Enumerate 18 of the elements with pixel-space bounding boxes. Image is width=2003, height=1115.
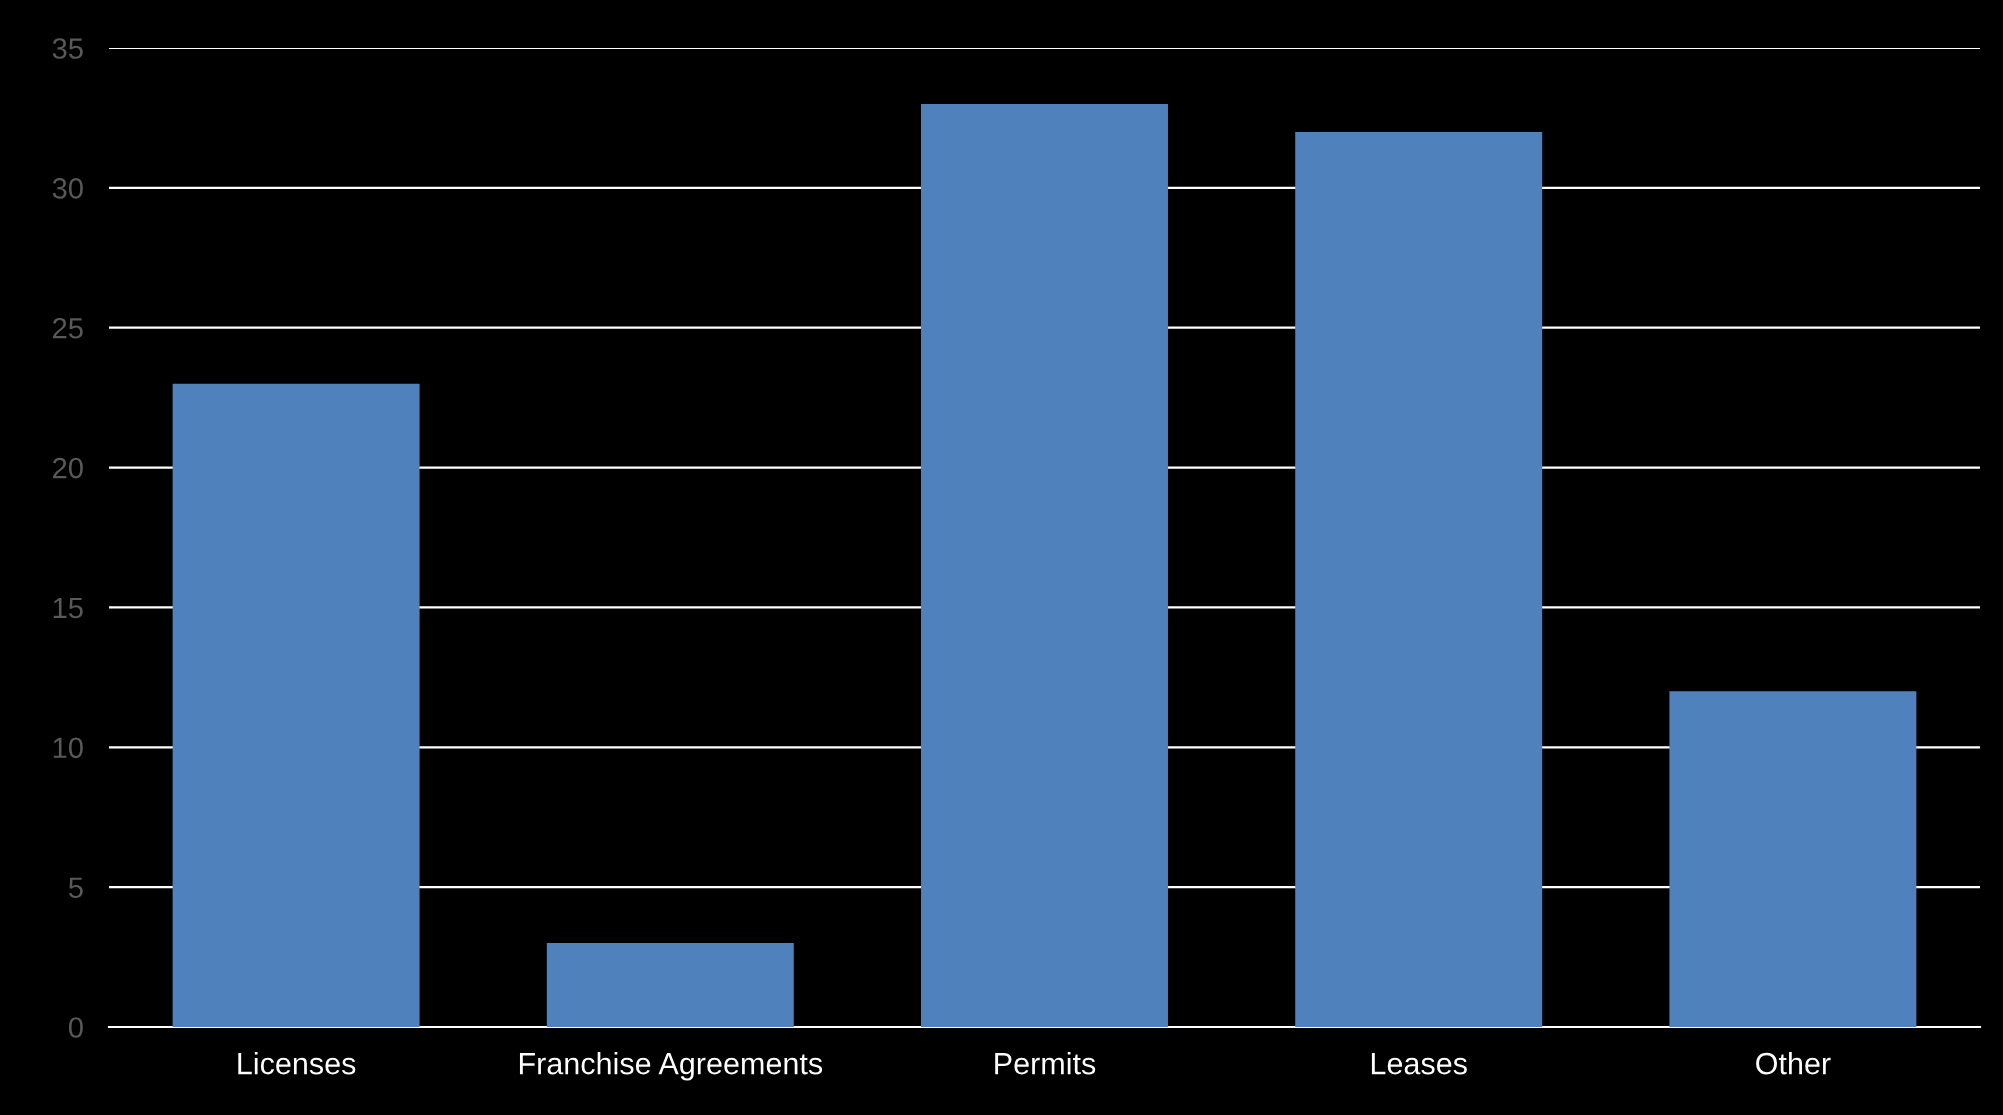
bar [1669, 691, 1917, 1027]
x-tick-label: Leases [1371, 1053, 1467, 1075]
y-tick-label: 30 [52, 178, 83, 199]
bar [546, 943, 794, 1027]
y-tick-label: 15 [53, 597, 83, 619]
y-tick-label: 20 [53, 457, 83, 479]
x-tick-label: Other [1756, 1052, 1831, 1075]
y-tick-label: 5 [68, 877, 83, 898]
y-tick-label: 10 [53, 737, 83, 759]
y-tick-label: 0 [68, 1017, 83, 1038]
bar [1295, 131, 1543, 1027]
x-tick-label: Permits [995, 1052, 1096, 1075]
bar [921, 103, 1168, 1027]
y-tick-label: 25 [53, 317, 83, 339]
x-tick-label: Licenses [238, 1052, 356, 1075]
x-tick-label: Franchise Agreements [519, 1052, 823, 1081]
y-tick-label: 35 [52, 38, 83, 59]
bar [172, 383, 420, 1027]
